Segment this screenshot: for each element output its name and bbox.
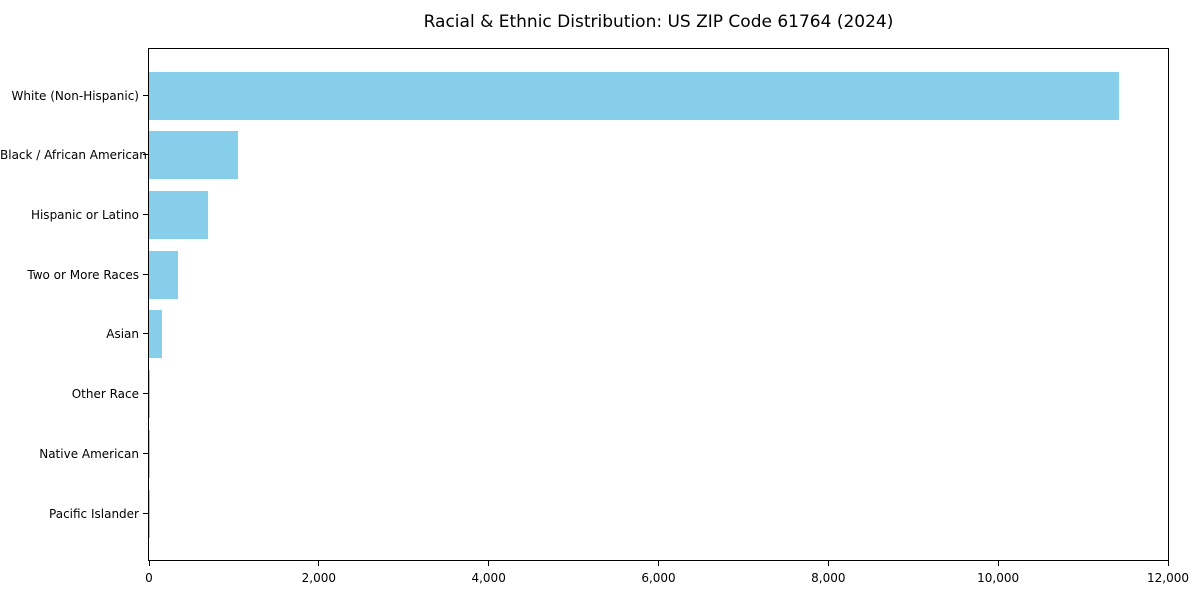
- x-tick: [318, 561, 320, 566]
- x-tick-label: 4,000: [471, 571, 506, 585]
- y-tick: [143, 452, 148, 454]
- x-tick: [997, 561, 999, 566]
- y-tick: [143, 213, 148, 215]
- bar: [149, 429, 150, 478]
- chart-title: Racial & Ethnic Distribution: US ZIP Cod…: [423, 12, 894, 32]
- x-tick: [148, 561, 150, 566]
- x-tick-label: 10,000: [977, 571, 1020, 585]
- y-tick-label: Two or More Races: [27, 267, 139, 282]
- bar: [149, 310, 163, 359]
- x-tick-label: 8,000: [811, 571, 846, 585]
- x-tick-label: 6,000: [641, 571, 676, 585]
- y-tick-label: Hispanic or Latino: [30, 207, 139, 222]
- y-tick-label: Pacific Islander: [49, 506, 139, 521]
- x-tick: [827, 561, 829, 566]
- y-tick-label: Black / African American: [0, 148, 147, 163]
- x-tick-label: 2,000: [301, 571, 336, 585]
- y-tick: [143, 393, 148, 395]
- bar: [149, 71, 1119, 120]
- y-tick: [143, 154, 148, 156]
- bar: [149, 190, 208, 239]
- y-tick: [143, 512, 148, 514]
- y-tick: [143, 94, 148, 96]
- y-tick-label: White (Non-Hispanic): [11, 88, 139, 103]
- y-tick: [143, 333, 148, 335]
- y-tick-label: Other Race: [71, 387, 139, 402]
- y-tick-label: Native American: [39, 446, 139, 461]
- x-tick-label: 0: [145, 571, 153, 585]
- bar: [149, 131, 238, 180]
- x-tick: [1167, 561, 1169, 566]
- x-tick-label: 12,000: [1147, 571, 1189, 585]
- plot-area: [148, 48, 1169, 561]
- bar: [149, 489, 150, 538]
- y-tick: [143, 273, 148, 275]
- bar: [149, 250, 178, 299]
- x-tick: [658, 561, 659, 566]
- bar: [149, 370, 151, 419]
- y-tick-label: Asian: [106, 327, 139, 342]
- x-tick: [488, 561, 490, 566]
